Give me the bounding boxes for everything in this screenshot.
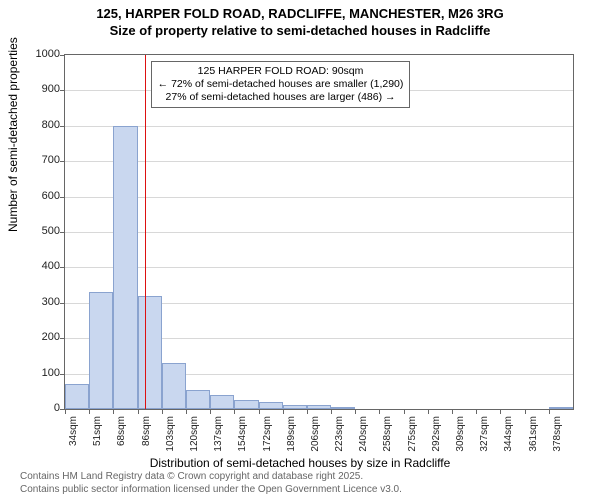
annotation-line-3: 27% of semi-detached houses are larger (… <box>158 91 404 104</box>
x-tick-mark <box>89 409 90 414</box>
x-tick-label: 361sqm <box>528 416 539 452</box>
y-tick-label: 300 <box>20 296 60 308</box>
title-line-2: Size of property relative to semi-detach… <box>0 23 600 40</box>
y-tick-mark <box>60 374 65 375</box>
x-tick-label: 68sqm <box>116 416 127 446</box>
y-tick-label: 600 <box>20 190 60 202</box>
x-tick-mark <box>186 409 187 414</box>
y-tick-mark <box>60 338 65 339</box>
x-tick-mark <box>355 409 356 414</box>
x-tick-label: 240sqm <box>358 416 369 452</box>
x-tick-mark <box>138 409 139 414</box>
x-tick-mark <box>549 409 550 414</box>
x-tick-label: 137sqm <box>213 416 224 452</box>
x-tick-mark <box>210 409 211 414</box>
histogram-bar <box>549 407 573 409</box>
x-tick-mark <box>331 409 332 414</box>
y-tick-mark <box>60 232 65 233</box>
x-tick-label: 223sqm <box>334 416 345 452</box>
x-axis-label: Distribution of semi-detached houses by … <box>0 456 600 470</box>
x-tick-mark <box>113 409 114 414</box>
annotation-line-1: 125 HARPER FOLD ROAD: 90sqm <box>158 65 404 78</box>
y-tick-label: 100 <box>20 367 60 379</box>
gridline <box>65 267 573 268</box>
y-tick-label: 800 <box>20 119 60 131</box>
title-line-1: 125, HARPER FOLD ROAD, RADCLIFFE, MANCHE… <box>0 6 600 23</box>
y-tick-mark <box>60 126 65 127</box>
x-tick-mark <box>283 409 284 414</box>
x-tick-mark <box>428 409 429 414</box>
y-tick-label: 1000 <box>20 48 60 60</box>
x-tick-mark <box>500 409 501 414</box>
x-tick-label: 378sqm <box>552 416 563 452</box>
histogram-bar <box>234 400 258 409</box>
y-tick-mark <box>60 161 65 162</box>
x-tick-label: 344sqm <box>503 416 514 452</box>
histogram-bar <box>210 395 234 409</box>
x-tick-mark <box>259 409 260 414</box>
y-tick-label: 700 <box>20 154 60 166</box>
x-tick-mark <box>476 409 477 414</box>
y-tick-label: 900 <box>20 83 60 95</box>
x-tick-label: 275sqm <box>407 416 418 452</box>
y-tick-label: 0 <box>20 402 60 414</box>
histogram-bar <box>89 292 113 409</box>
x-tick-label: 120sqm <box>189 416 200 452</box>
x-tick-mark <box>65 409 66 414</box>
x-tick-label: 51sqm <box>92 416 103 446</box>
histogram-bar <box>331 407 355 409</box>
x-tick-label: 103sqm <box>165 416 176 452</box>
histogram-bar <box>307 405 331 409</box>
x-tick-mark <box>307 409 308 414</box>
histogram-bar <box>113 126 137 409</box>
footer-line-2: Contains public sector information licen… <box>20 484 402 497</box>
footer-line-1: Contains HM Land Registry data © Crown c… <box>20 471 402 484</box>
y-axis-label: Number of semi-detached properties <box>6 37 20 232</box>
y-tick-mark <box>60 90 65 91</box>
annotation-box: 125 HARPER FOLD ROAD: 90sqm← 72% of semi… <box>151 61 411 108</box>
histogram-bar <box>138 296 162 409</box>
chart-container: 125, HARPER FOLD ROAD, RADCLIFFE, MANCHE… <box>0 0 600 500</box>
y-tick-label: 400 <box>20 260 60 272</box>
gridline <box>65 232 573 233</box>
x-tick-mark <box>452 409 453 414</box>
x-tick-label: 292sqm <box>431 416 442 452</box>
gridline <box>65 126 573 127</box>
gridline <box>65 197 573 198</box>
x-tick-label: 86sqm <box>141 416 152 446</box>
x-tick-label: 258sqm <box>382 416 393 452</box>
y-tick-label: 200 <box>20 331 60 343</box>
y-tick-mark <box>60 303 65 304</box>
histogram-bar <box>283 405 307 409</box>
x-tick-label: 172sqm <box>262 416 273 452</box>
y-tick-mark <box>60 55 65 56</box>
x-tick-mark <box>162 409 163 414</box>
histogram-bar <box>259 402 283 409</box>
x-tick-mark <box>404 409 405 414</box>
x-tick-label: 206sqm <box>310 416 321 452</box>
histogram-bar <box>65 384 89 409</box>
histogram-bar <box>186 390 210 409</box>
x-tick-mark <box>379 409 380 414</box>
subject-marker-line <box>145 55 146 409</box>
annotation-line-2: ← 72% of semi-detached houses are smalle… <box>158 78 404 91</box>
x-tick-label: 154sqm <box>237 416 248 452</box>
x-tick-label: 327sqm <box>479 416 490 452</box>
histogram-bar <box>162 363 186 409</box>
chart-title: 125, HARPER FOLD ROAD, RADCLIFFE, MANCHE… <box>0 0 600 40</box>
x-tick-label: 189sqm <box>286 416 297 452</box>
y-tick-mark <box>60 267 65 268</box>
gridline <box>65 161 573 162</box>
x-tick-label: 309sqm <box>455 416 466 452</box>
attribution-footer: Contains HM Land Registry data © Crown c… <box>20 471 402 496</box>
y-tick-mark <box>60 197 65 198</box>
plot-area: 125 HARPER FOLD ROAD: 90sqm← 72% of semi… <box>64 54 574 410</box>
x-tick-mark <box>234 409 235 414</box>
y-tick-label: 500 <box>20 225 60 237</box>
x-tick-mark <box>525 409 526 414</box>
x-tick-label: 34sqm <box>68 416 79 446</box>
